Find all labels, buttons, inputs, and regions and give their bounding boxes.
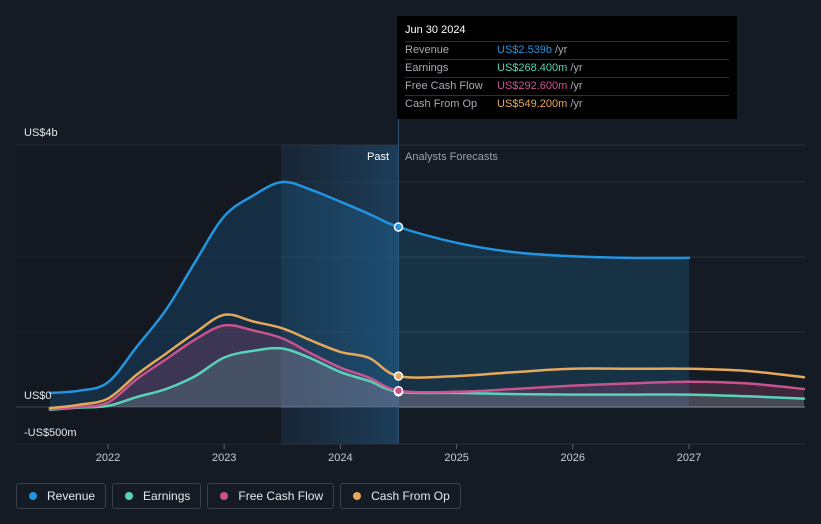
x-tick-label: 2024 xyxy=(328,452,352,464)
series-marker-revenue xyxy=(393,222,404,232)
legend-label: Revenue xyxy=(47,489,96,503)
series-marker-free-cash-flow xyxy=(393,385,404,396)
legend-dot-icon xyxy=(220,492,229,500)
y-label-bottom: -US$500m xyxy=(24,427,77,439)
series-marker-cash-from-op xyxy=(393,371,404,381)
legend-dot-icon xyxy=(125,492,134,500)
y-label-zero: US$0 xyxy=(24,390,52,402)
tooltip-name: Earnings xyxy=(405,62,449,74)
tooltip-name: Cash From Op xyxy=(405,98,478,110)
series-area-earnings xyxy=(49,348,804,410)
legend-label: Cash From Op xyxy=(371,489,450,503)
tooltip: Jun 30 2024 Revenue US$2.539b /yr Earnin… xyxy=(397,16,737,119)
tooltip-row-revenue: Revenue US$2.539b /yr xyxy=(405,41,729,59)
tooltip-unit: /yr xyxy=(555,44,568,56)
x-tick-label: 2026 xyxy=(561,452,585,464)
series-line-revenue xyxy=(48,180,691,395)
tooltip-value: US$549.200m xyxy=(497,98,568,110)
tooltip-row-cash-from-op: Cash From Op US$549.200m /yr xyxy=(405,95,729,113)
legend-dot-icon xyxy=(353,492,362,500)
legend-item-earnings[interactable]: Earnings xyxy=(112,483,202,509)
legend-item-free-cash-flow[interactable]: Free Cash Flow xyxy=(207,483,335,509)
past-region xyxy=(281,145,399,444)
x-tick-label: 2025 xyxy=(444,452,468,464)
legend: Revenue Earnings Free Cash Flow Cash Fro… xyxy=(16,483,461,509)
legend-label: Earnings xyxy=(143,489,191,503)
tooltip-value: US$268.400m xyxy=(497,62,568,74)
forecast-label: Analysts Forecasts xyxy=(405,151,498,163)
y-label-top: US$4b xyxy=(24,127,58,139)
series-line-free-cash-flow xyxy=(48,323,806,411)
x-tick-label: 2023 xyxy=(212,452,236,464)
past-label: Past xyxy=(367,151,389,163)
tooltip-date: Jun 30 2024 xyxy=(405,24,466,36)
x-tick-label: 2027 xyxy=(677,452,701,464)
series-area-free-cash-flow xyxy=(49,325,804,410)
legend-label: Free Cash Flow xyxy=(238,489,324,503)
tooltip-unit: /yr xyxy=(570,98,583,110)
legend-item-cash-from-op[interactable]: Cash From Op xyxy=(340,483,461,509)
x-tick-label: 2022 xyxy=(96,452,120,464)
tooltip-value: US$2.539b xyxy=(497,44,553,56)
tooltip-row-earnings: Earnings US$268.400m /yr xyxy=(405,59,729,77)
tooltip-name: Revenue xyxy=(405,44,450,56)
tooltip-unit: /yr xyxy=(570,80,583,92)
tooltip-value: US$292.600m xyxy=(497,80,568,92)
series-line-cash-from-op xyxy=(48,313,806,410)
tooltip-name: Free Cash Flow xyxy=(405,80,483,92)
legend-dot-icon xyxy=(29,492,37,500)
legend-item-revenue[interactable]: Revenue xyxy=(16,483,107,509)
tooltip-unit: /yr xyxy=(570,62,583,74)
series-line-earnings xyxy=(48,346,806,412)
tooltip-row-free-cash-flow: Free Cash Flow US$292.600m /yr xyxy=(405,77,729,95)
